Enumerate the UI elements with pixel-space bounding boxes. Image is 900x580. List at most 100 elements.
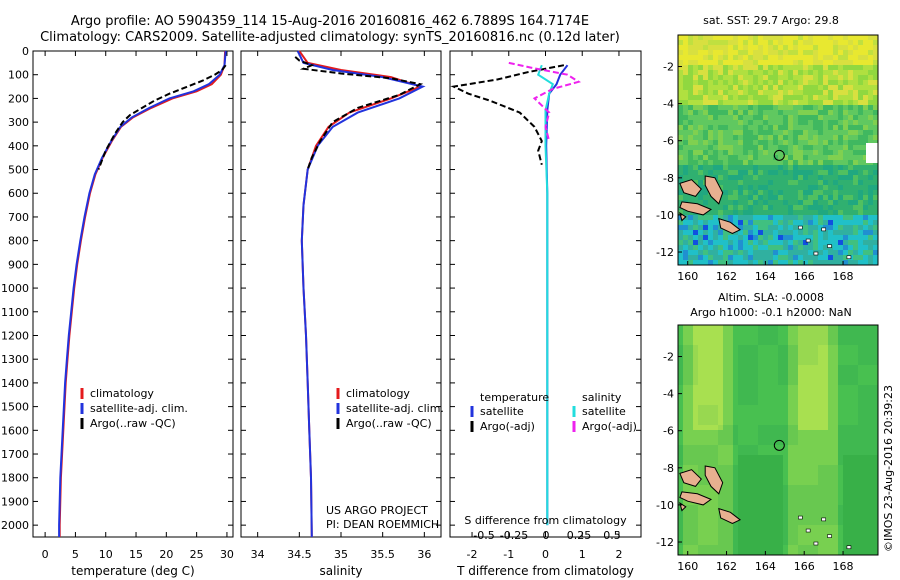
sst_map-cell xyxy=(808,225,813,230)
sst_map-cell xyxy=(763,150,768,155)
sla_map-cell xyxy=(703,525,708,530)
sst_map-cell xyxy=(803,55,808,60)
sst_map-cell xyxy=(773,175,778,180)
sst_map-cell xyxy=(718,140,723,145)
sst_map-cell xyxy=(763,200,768,205)
sla_map-cell xyxy=(798,365,803,370)
sst_map-cell xyxy=(873,205,878,210)
sst_map-cell xyxy=(698,120,703,125)
sst_map-cell xyxy=(718,250,723,255)
sst_map-cell xyxy=(798,170,803,175)
sla_map-cell xyxy=(718,445,723,450)
sla_map-cell xyxy=(778,480,783,485)
sla_map-ytick-label: -10 xyxy=(656,499,674,512)
sst_map-cell xyxy=(833,85,838,90)
sla_map-cell xyxy=(743,325,748,330)
sst_map-cell xyxy=(843,135,848,140)
sla_map-cell xyxy=(738,450,743,455)
sla-map-title-line2: Argo h1000: -0.1 h2000: NaN xyxy=(690,306,852,319)
sla_map-cell xyxy=(753,325,758,330)
sst_map-cell xyxy=(763,115,768,120)
sla_map-cell xyxy=(818,390,823,395)
sla_map-cell xyxy=(703,405,708,410)
sst_map-cell xyxy=(723,255,728,260)
sst_map-cell xyxy=(858,80,863,85)
sla_map-cell xyxy=(728,470,733,475)
sst_map-cell xyxy=(723,135,728,140)
sla_map-cell xyxy=(868,425,873,430)
sla_map-cell xyxy=(818,525,823,530)
sst_map-cell xyxy=(713,200,718,205)
sst_map-cell xyxy=(753,85,758,90)
sla_map-cell xyxy=(773,370,778,375)
sla_map-cell xyxy=(843,375,848,380)
sla_map-cell xyxy=(873,470,878,475)
sst_map-cell xyxy=(803,160,808,165)
sla_map-cell xyxy=(818,445,823,450)
sla_map-cell xyxy=(718,540,723,545)
sst_map-cell xyxy=(713,255,718,260)
sla_map-cell xyxy=(693,485,698,490)
sst_map-cell xyxy=(818,180,823,185)
sla_map-cell xyxy=(818,500,823,505)
sla_map-cell xyxy=(748,345,753,350)
sst_map-cell xyxy=(683,255,688,260)
sla_map-cell xyxy=(808,440,813,445)
sla_map-cell xyxy=(868,480,873,485)
sla_map-cell xyxy=(848,470,853,475)
sla_map-cell xyxy=(723,415,728,420)
sla_map-cell xyxy=(838,425,843,430)
sla_map-cell xyxy=(798,495,803,500)
sst_map-cell xyxy=(873,190,878,195)
sla_map-cell xyxy=(763,440,768,445)
sla_map-cell xyxy=(818,355,823,360)
sst_map-cell xyxy=(708,60,713,65)
sla_map-cell xyxy=(768,425,773,430)
sst_map-cell xyxy=(738,110,743,115)
sla_map-cell xyxy=(858,540,863,545)
sla_map-cell xyxy=(863,540,868,545)
sst_map-cell xyxy=(833,145,838,150)
sst_map-cell xyxy=(738,190,743,195)
sst_map-cell xyxy=(803,180,808,185)
sst_map-cell xyxy=(863,250,868,255)
sla_map-cell xyxy=(868,430,873,435)
sst_map-cell xyxy=(768,155,773,160)
sla_map-cell xyxy=(763,525,768,530)
sla_map-cell xyxy=(723,425,728,430)
sst_map-cell xyxy=(723,90,728,95)
sla_map-cell xyxy=(718,525,723,530)
sst_map-cell xyxy=(768,135,773,140)
sla_map-cell xyxy=(688,440,693,445)
sla_map-cell xyxy=(723,460,728,465)
sst_map-cell xyxy=(853,245,858,250)
sst_map-cell xyxy=(823,125,828,130)
sst_map-cell xyxy=(708,45,713,50)
sst_map-cell xyxy=(838,35,843,40)
sla_map-cell xyxy=(768,420,773,425)
sla_map-cell xyxy=(778,415,783,420)
sst_map-cell xyxy=(858,245,863,250)
sla_map-cell xyxy=(763,325,768,330)
sst_map-cell xyxy=(838,260,843,265)
sst_map-cell xyxy=(863,215,868,220)
sst_map-cell xyxy=(813,240,818,245)
sla_map-cell xyxy=(713,395,718,400)
sla_map-cell xyxy=(773,380,778,385)
sla_map-cell xyxy=(828,550,833,555)
sla_map-cell xyxy=(808,400,813,405)
sst_map-cell xyxy=(873,75,878,80)
sla_map-cell xyxy=(793,515,798,520)
sst_map-cell xyxy=(773,185,778,190)
sla_map-cell xyxy=(708,370,713,375)
sst_map-cell xyxy=(813,260,818,265)
sla_map-cell xyxy=(768,360,773,365)
sla_map-cell xyxy=(823,505,828,510)
sla_map-cell xyxy=(828,495,833,500)
sla_map-cell xyxy=(838,520,843,525)
sla_map-cell xyxy=(718,425,723,430)
sla_map-cell xyxy=(833,485,838,490)
sst_map-cell xyxy=(843,195,848,200)
sst_map-cell xyxy=(683,140,688,145)
sla_map-cell xyxy=(833,455,838,460)
